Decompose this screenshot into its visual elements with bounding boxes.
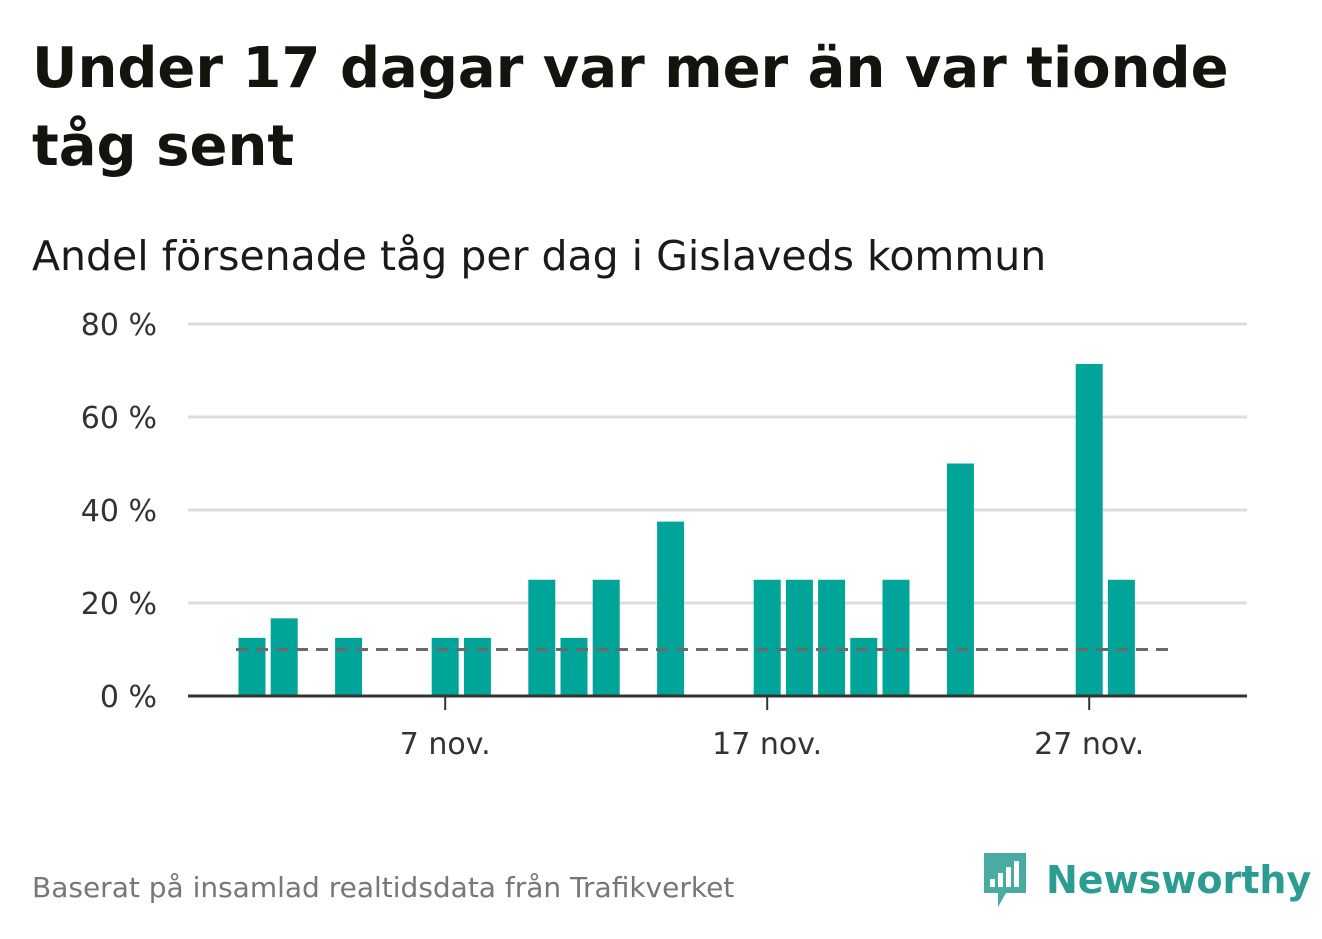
brand-name: Newsworthy — [1046, 858, 1312, 902]
chart-title: Under 17 dagar var mer än var tionde tåg… — [32, 36, 1229, 179]
y-axis-ticks: 0 % 20 % 40 % 60 % 80 % — [81, 308, 157, 715]
y-tick-label: 60 % — [81, 401, 157, 436]
bar — [463, 637, 491, 696]
bar — [1075, 363, 1103, 696]
y-tick-label: 80 % — [81, 308, 157, 343]
bar — [270, 618, 298, 696]
x-tick-label: 27 nov. — [1034, 727, 1144, 762]
bar — [753, 579, 781, 696]
bar — [238, 637, 266, 696]
bar — [335, 637, 363, 696]
chart-subtitle: Andel försenade tåg per dag i Gislaveds … — [32, 232, 1047, 280]
bars — [238, 363, 1135, 696]
source-note: Baserat på insamlad realtidsdata från Tr… — [32, 871, 735, 904]
bar — [946, 463, 974, 696]
bar — [785, 579, 813, 696]
bar — [431, 637, 459, 696]
x-axis-ticks: 7 nov. 17 nov. 27 nov. — [400, 696, 1144, 762]
grid-lines — [188, 322, 1247, 605]
bar — [850, 637, 878, 696]
bar — [1107, 579, 1135, 696]
y-tick-label: 20 % — [81, 587, 157, 622]
brand-logo: Newsworthy — [980, 848, 1311, 912]
bar — [657, 521, 685, 696]
bar-chart: 0 % 20 % 40 % 60 % 80 % 7 nov. 17 nov. 27 nov. — [81, 308, 1247, 762]
bar — [818, 579, 846, 696]
bar — [882, 579, 910, 696]
bar — [560, 637, 588, 696]
bar — [592, 579, 620, 696]
y-tick-label: 0 % — [100, 680, 157, 715]
newsworthy-logo-icon — [984, 853, 1026, 907]
x-tick-label: 17 nov. — [712, 727, 822, 762]
x-tick-label: 7 nov. — [400, 727, 491, 762]
bar — [528, 579, 556, 696]
y-tick-label: 40 % — [81, 494, 157, 529]
